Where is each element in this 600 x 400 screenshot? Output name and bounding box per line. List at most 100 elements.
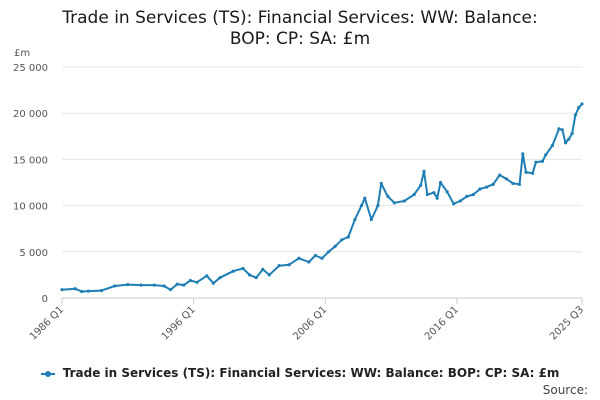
data-point[interactable]: [438, 180, 443, 185]
y-tick-label: 10 000: [13, 202, 48, 213]
data-point[interactable]: [465, 194, 469, 198]
data-point[interactable]: [458, 199, 462, 203]
x-tick-label: 2025 Q3: [548, 304, 586, 342]
data-point[interactable]: [425, 192, 429, 197]
data-point[interactable]: [254, 276, 258, 280]
x-tick-label: 1996 Q1: [160, 304, 198, 342]
data-point[interactable]: [550, 143, 554, 148]
data-point[interactable]: [517, 182, 522, 186]
data-point[interactable]: [218, 276, 222, 280]
data-point[interactable]: [484, 185, 489, 189]
data-point[interactable]: [175, 282, 179, 286]
data-point[interactable]: [478, 187, 482, 191]
data-point[interactable]: [297, 256, 301, 260]
data-point[interactable]: [113, 284, 117, 288]
data-point[interactable]: [162, 284, 166, 288]
grid-layer: [62, 66, 582, 299]
data-point[interactable]: [432, 191, 436, 195]
data-point[interactable]: [491, 182, 495, 186]
data-point[interactable]: [577, 106, 581, 110]
data-point[interactable]: [73, 287, 77, 291]
data-point[interactable]: [80, 289, 84, 294]
data-point[interactable]: [471, 192, 475, 197]
y-tick-label: 25 000: [13, 63, 48, 74]
data-point[interactable]: [498, 173, 502, 177]
data-point[interactable]: [379, 181, 383, 186]
data-point[interactable]: [567, 137, 571, 141]
data-point[interactable]: [241, 266, 245, 271]
data-point[interactable]: [531, 171, 535, 175]
data-point[interactable]: [435, 196, 439, 200]
data-point[interactable]: [126, 283, 130, 287]
data-point[interactable]: [205, 274, 209, 278]
data-point[interactable]: [452, 202, 456, 206]
data-point[interactable]: [445, 190, 449, 194]
data-point[interactable]: [346, 235, 350, 239]
data-point[interactable]: [369, 217, 373, 222]
data-point[interactable]: [534, 160, 538, 164]
data-point[interactable]: [340, 238, 344, 242]
data-point[interactable]: [560, 128, 564, 132]
data-point[interactable]: [139, 283, 143, 287]
data-point[interactable]: [359, 204, 364, 208]
data-point[interactable]: [313, 253, 318, 258]
data-point[interactable]: [504, 177, 508, 181]
y-axis-unit-label: £m: [14, 48, 30, 59]
data-point[interactable]: [524, 170, 528, 174]
data-point[interactable]: [320, 256, 324, 260]
data-point[interactable]: [353, 217, 357, 222]
data-point[interactable]: [544, 153, 548, 157]
legend-label: Trade in Services (TS): Financial Servic…: [62, 366, 560, 380]
data-point[interactable]: [563, 141, 568, 145]
data-point[interactable]: [169, 288, 173, 292]
x-tick-label: 1986 Q1: [28, 304, 66, 342]
x-tick-label: 2016 Q1: [423, 304, 461, 342]
y-axis: 0 5 000 10 000 15 000 20 000 25 000 £m: [13, 48, 48, 305]
data-point[interactable]: [521, 152, 525, 156]
source-label: Source:: [542, 383, 588, 397]
data-point[interactable]: [402, 199, 406, 203]
data-point[interactable]: [195, 280, 199, 284]
data-point[interactable]: [419, 183, 423, 187]
data-point[interactable]: [231, 269, 235, 273]
data-point[interactable]: [99, 289, 104, 293]
data-point[interactable]: [307, 260, 311, 264]
data-point[interactable]: [211, 281, 215, 285]
data-point[interactable]: [60, 288, 64, 292]
data-point[interactable]: [182, 283, 186, 287]
data-point[interactable]: [557, 127, 561, 131]
legend-marker-icon: [40, 370, 55, 377]
data-point[interactable]: [412, 192, 416, 197]
data-point[interactable]: [422, 169, 426, 174]
y-tick-label: 15 000: [13, 155, 48, 166]
data-point[interactable]: [267, 273, 271, 277]
data-point[interactable]: [363, 196, 367, 200]
data-point[interactable]: [392, 201, 397, 205]
data-point[interactable]: [326, 250, 331, 254]
data-point[interactable]: [277, 264, 281, 268]
data-point[interactable]: [333, 244, 337, 248]
series-layer: [60, 102, 584, 294]
y-tick-label: 0: [42, 294, 48, 305]
data-point[interactable]: [152, 283, 156, 287]
data-point[interactable]: [511, 181, 515, 186]
data-point[interactable]: [386, 194, 390, 198]
x-axis: 1986 Q1 1996 Q1 2006 Q1 2016 Q1 2025 Q3: [28, 298, 586, 342]
data-point[interactable]: [188, 278, 192, 283]
x-tick-label: 2006 Q1: [291, 304, 329, 342]
data-point[interactable]: [247, 273, 252, 277]
data-point[interactable]: [580, 102, 584, 106]
y-tick-label: 20 000: [13, 109, 48, 120]
series-line: [61, 103, 583, 293]
chart-title: Trade in Services (TS): Financial Servic…: [62, 8, 538, 49]
data-point[interactable]: [261, 267, 265, 271]
data-point[interactable]: [287, 263, 291, 267]
data-point[interactable]: [570, 131, 574, 136]
data-point[interactable]: [540, 159, 545, 163]
data-point[interactable]: [376, 204, 380, 208]
data-point[interactable]: [573, 113, 578, 117]
data-point[interactable]: [86, 289, 90, 293]
legend[interactable]: Trade in Services (TS): Financial Servic…: [0, 366, 600, 380]
